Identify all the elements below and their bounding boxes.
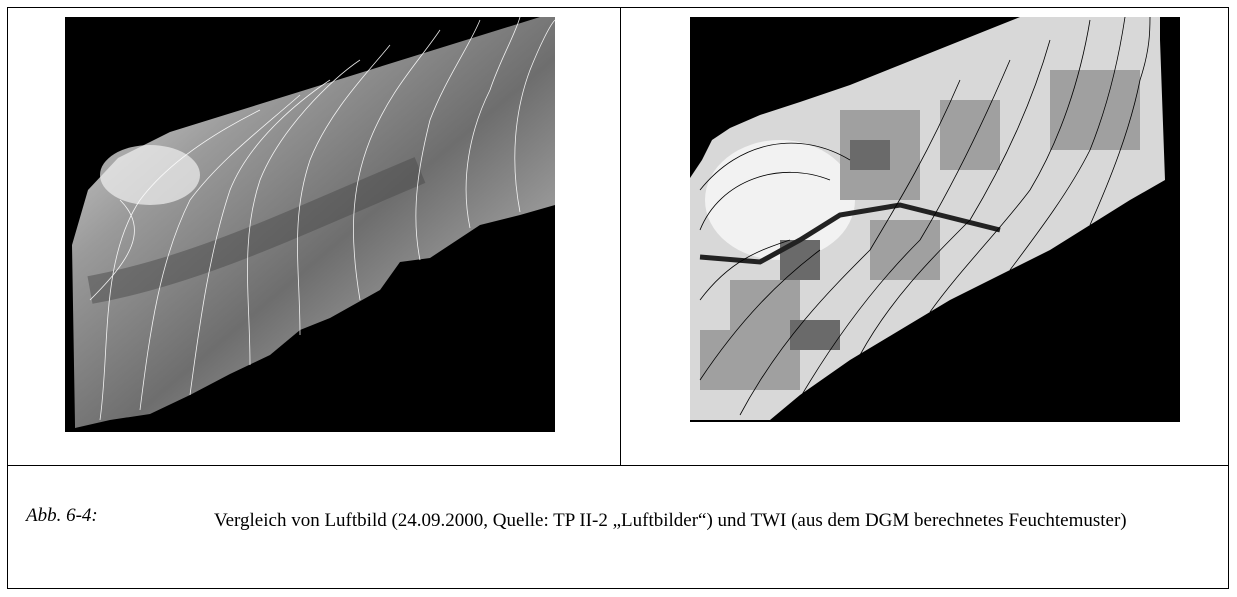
row-divider [7,465,1229,466]
twi-raster [690,16,1180,422]
aerial-photo [65,16,556,432]
figure-label: Abb. 6-4: [26,505,98,526]
cell-divider [620,7,621,466]
figure-caption: Vergleich von Luftbild (24.09.2000, Quel… [214,510,1127,531]
figure-frame [7,7,1229,589]
